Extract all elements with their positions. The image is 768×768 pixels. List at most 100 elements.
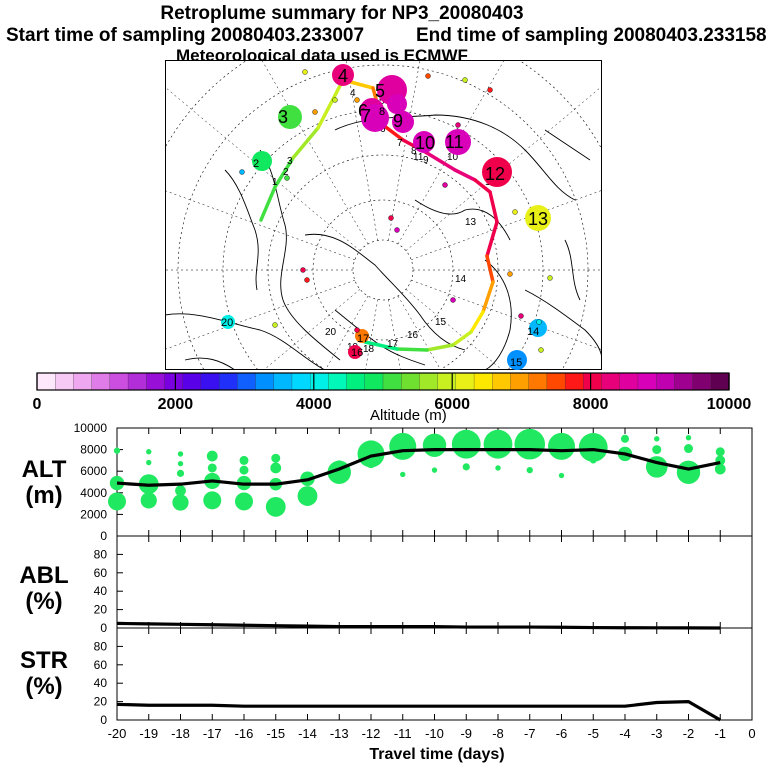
minor-cluster <box>300 267 306 273</box>
altitude-cluster-point <box>548 432 575 460</box>
time-series-panels: 0 2000 4000 6000 8000 10000 0 20 40 60 80 0 20 40 60 80… <box>74 421 756 763</box>
colorbar-swatch <box>218 372 238 391</box>
cluster-circle <box>392 111 414 133</box>
altitude-cluster-point <box>400 471 406 478</box>
x-tick-label: -2 <box>683 726 695 741</box>
altitude-cluster-point <box>652 445 662 455</box>
meridian-line <box>405 289 503 370</box>
altitude-cluster-point <box>207 463 217 473</box>
alt-unit: (m) <box>25 482 63 509</box>
cluster-circle <box>252 151 272 171</box>
colorbar-swatch <box>91 372 111 391</box>
y-tick-label: 80 <box>94 639 108 653</box>
altitude-cluster-point <box>558 472 565 479</box>
cluster-circle <box>529 319 547 337</box>
centroid-path-segment <box>451 330 473 347</box>
altitude-cluster-point <box>270 462 282 474</box>
altitude-cluster-point <box>685 435 692 441</box>
altitude-cluster-point <box>676 460 701 484</box>
cluster-label: 4 <box>338 66 348 86</box>
altitude-cluster-point <box>271 453 281 463</box>
altitude-cluster-point <box>483 429 513 459</box>
minor-cluster <box>312 109 318 115</box>
y-tick-label: 0 <box>100 621 107 635</box>
centroid-path-segment <box>453 168 477 182</box>
cluster-label: 13 <box>528 209 548 229</box>
colorbar-swatch <box>255 372 275 391</box>
colorbar-tick-label: 0 <box>33 396 42 413</box>
path-day-label: 15 <box>435 317 447 328</box>
y-tick-label: 6000 <box>80 464 107 478</box>
path-day-label: 11 <box>413 152 424 163</box>
altitude-cluster-point <box>684 444 693 454</box>
colorbar-swatch <box>564 372 584 391</box>
y-tick-label: 8000 <box>80 443 107 457</box>
colorbar-swatch <box>637 372 657 391</box>
altitude-cluster-point <box>451 429 481 459</box>
altitude-cluster-point <box>590 457 597 464</box>
minor-cluster <box>304 277 310 283</box>
coastline <box>165 313 326 370</box>
colorbar-swatch <box>455 372 475 391</box>
cluster-label: 8 <box>379 106 385 118</box>
minor-cluster <box>536 319 542 325</box>
abl-label: ABL <box>19 562 69 589</box>
title-text: Retroplume summary for NP3_20080403 <box>160 3 524 24</box>
cluster-circle <box>482 157 512 187</box>
x-tick-label: -1 <box>714 726 726 741</box>
cluster-circle <box>413 131 435 153</box>
colorbar-swatch <box>674 372 694 391</box>
y-tick-label: 20 <box>94 603 108 617</box>
cluster-circle <box>387 94 407 114</box>
altitude-cluster-point <box>715 447 725 457</box>
abl-unit: (%) <box>25 588 63 615</box>
altitude-cluster-point <box>206 450 218 462</box>
altitude-cluster-point <box>265 496 286 517</box>
altitude-cluster-point <box>239 455 249 465</box>
retroplume-map: 1234567891011121314151617181920234567891… <box>165 60 602 370</box>
meridian-line <box>324 295 369 370</box>
minor-cluster <box>442 182 448 188</box>
path-day-label: 4 <box>350 88 356 99</box>
cluster-circle <box>507 350 527 370</box>
path-day-label: 13 <box>465 217 477 228</box>
altitude-colorbar: 0 2000 4000 6000 8000 10000 Altitude (m) <box>33 372 751 424</box>
altitude-cluster-point <box>146 449 152 455</box>
x-tick-label: -7 <box>524 726 536 741</box>
path-day-label: 17 <box>387 339 399 350</box>
path-day-label: 10 <box>447 152 459 163</box>
path-day-label: 6 <box>380 124 386 135</box>
colorbar-swatch <box>364 372 384 391</box>
altitude-cluster-point <box>422 433 447 457</box>
x-tick-label: -16 <box>235 726 254 741</box>
colorbar-swatch <box>328 372 348 391</box>
x-tick-label: -6 <box>556 726 568 741</box>
altitude-cluster-point <box>203 491 222 510</box>
start-time-label: Start time of sampling 20080403.233007 <box>6 25 365 46</box>
y-tick-label: 2000 <box>80 507 107 521</box>
path-day-label: 3 <box>287 156 293 167</box>
str-label: STR <box>20 647 68 674</box>
y-tick-label: 60 <box>94 566 108 580</box>
y-tick-label: 10000 <box>74 421 108 435</box>
colorbar-swatch <box>127 372 147 391</box>
cluster-label: 11 <box>445 132 464 152</box>
path-day-label: 5 <box>379 96 385 107</box>
cluster-label: 10 <box>415 133 435 153</box>
path-day-label: 20 <box>325 327 337 338</box>
cluster-circle <box>332 64 354 86</box>
minor-cluster <box>512 209 518 215</box>
coastline <box>544 129 591 161</box>
colorbar-swatch <box>273 372 293 391</box>
end-time-label: End time of sampling 20080403.233158 <box>416 25 767 46</box>
alt-panel-label: ALT (m) <box>14 457 74 509</box>
colorbar-swatch <box>401 372 421 391</box>
cluster-label: 15 <box>510 357 522 369</box>
x-tick-label: -15 <box>266 726 285 741</box>
colorbar-tick-label: 8000 <box>573 396 609 413</box>
coastline <box>524 289 602 361</box>
altitude-cluster-point <box>176 469 185 477</box>
x-tick-label: -8 <box>492 726 504 741</box>
altitude-cluster-point <box>297 486 318 506</box>
path-day-label: 7 <box>397 138 403 149</box>
